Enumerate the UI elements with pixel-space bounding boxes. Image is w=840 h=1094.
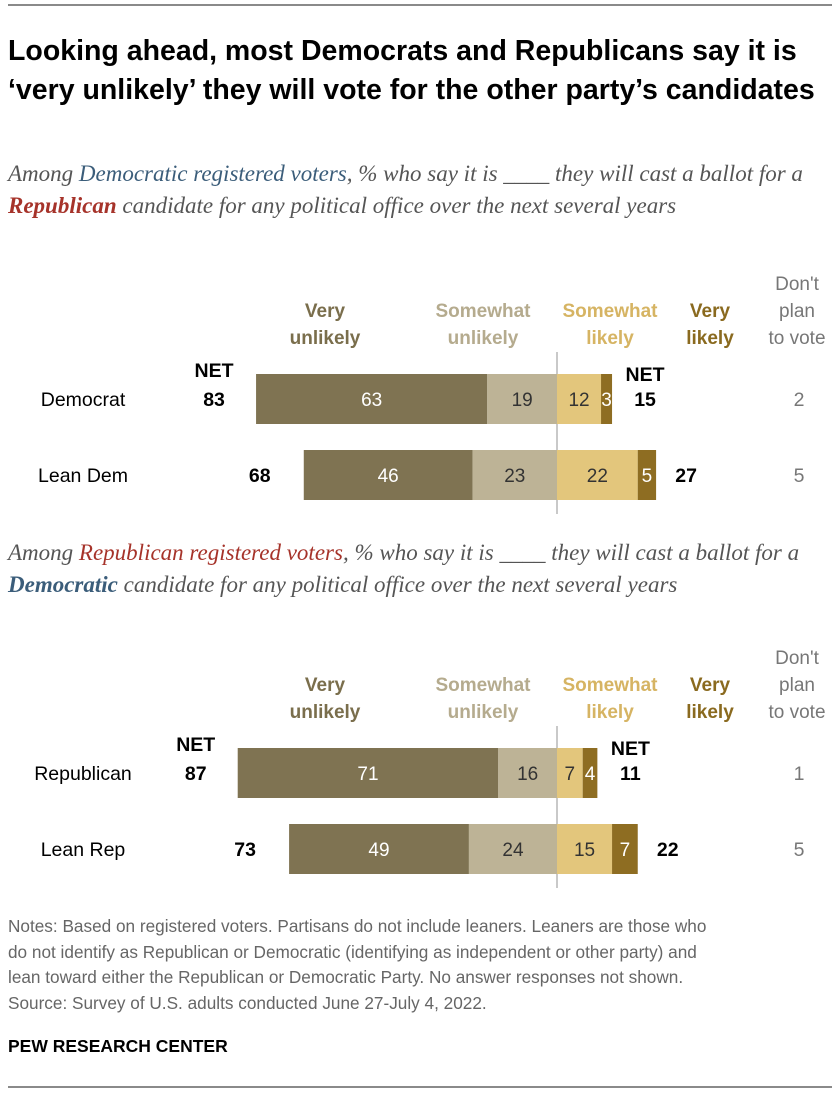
value-somewhat-unlikely: 19 xyxy=(512,390,533,411)
bar-somewhat-unlikely xyxy=(487,374,557,424)
notes-line: do not identify as Republican or Democra… xyxy=(8,941,697,962)
source-org: PEW RESEARCH CENTER xyxy=(8,1036,228,1056)
value-dont-plan: 2 xyxy=(794,389,805,411)
row-label: Lean Rep xyxy=(41,839,126,861)
row-label: Republican xyxy=(34,763,132,785)
bar-somewhat-likely xyxy=(557,374,602,424)
subtitle-dem-party: Republican xyxy=(8,193,117,218)
subtitle-rep-group: Republican registered voters xyxy=(78,540,343,565)
bar-somewhat-unlikely xyxy=(472,450,557,500)
notes: Notes: Based on registered voters. Parti… xyxy=(8,914,836,1016)
legend-very-likely: Very likely xyxy=(686,675,734,723)
subtitle-dem-prefix: Among xyxy=(8,161,79,186)
source-line: Source: Survey of U.S. adults conducted … xyxy=(8,992,487,1013)
subtitle-dem-middle: , % who say it is ____ they will cast a … xyxy=(346,161,803,186)
subtitle-dem-suffix: candidate for any political office over … xyxy=(116,193,677,218)
value-very-unlikely: 46 xyxy=(378,466,399,487)
legend-very-likely: Very likely xyxy=(686,301,734,349)
value-somewhat-likely: 22 xyxy=(587,466,608,487)
legend-dont-plan: Don't plan to vote xyxy=(768,648,825,723)
bar-very-unlikely xyxy=(237,748,499,798)
legend-very-unlikely: Very unlikely xyxy=(290,675,361,723)
net-likely-label: NET xyxy=(626,364,665,386)
value-somewhat-unlikely: 23 xyxy=(504,466,525,487)
value-very-likely: 5 xyxy=(642,466,653,487)
net-likely-value: 22 xyxy=(657,839,679,861)
value-dont-plan: 5 xyxy=(794,465,805,487)
row-label: Democrat xyxy=(41,389,126,411)
bar-very-unlikely xyxy=(303,450,473,500)
legend-somewhat-likely: Somewhat likely xyxy=(562,675,658,723)
value-dont-plan: 1 xyxy=(794,763,805,785)
chart-democrats: Very unlikely Somewhat unlikely Somewhat like… xyxy=(38,274,826,514)
bar-somewhat-unlikely xyxy=(468,824,557,874)
legend-somewhat-unlikely: Somewhat unlikely xyxy=(435,301,531,349)
subtitle-rep: Among Republican registered voters, % wh… xyxy=(8,537,828,601)
value-very-unlikely: 49 xyxy=(368,840,389,861)
bar-very-unlikely xyxy=(289,824,469,874)
net-likely-value: 15 xyxy=(634,389,656,411)
value-somewhat-unlikely: 24 xyxy=(502,840,524,861)
notes-line: lean toward either the Republican or Dem… xyxy=(8,967,684,987)
legend-somewhat-likely: Somewhat likely xyxy=(562,301,658,349)
bar-somewhat-likely xyxy=(557,824,613,874)
net-unlikely-value: 68 xyxy=(249,465,271,487)
value-somewhat-unlikely: 16 xyxy=(517,764,538,785)
bar-very-likely xyxy=(582,748,598,798)
net-unlikely-label: NET xyxy=(195,360,234,382)
subtitle-rep-party: Democratic xyxy=(8,572,118,597)
value-dont-plan: 5 xyxy=(794,839,805,861)
bar-very-likely xyxy=(612,824,638,874)
bar-somewhat-unlikely xyxy=(498,748,557,798)
bar-somewhat-likely xyxy=(557,748,583,798)
net-unlikely-value: 73 xyxy=(234,839,256,861)
bar-somewhat-likely xyxy=(557,450,638,500)
legend-very-unlikely: Very unlikely xyxy=(290,301,361,349)
top-rule xyxy=(8,4,832,6)
subtitle-rep-suffix: candidate for any political office over … xyxy=(117,572,678,597)
subtitle-dem: Among Democratic registered voters, % wh… xyxy=(8,158,828,222)
net-likely-label: NET xyxy=(611,738,650,760)
bar-very-unlikely xyxy=(256,374,488,424)
subtitle-dem-group: Democratic registered voters xyxy=(78,161,347,186)
value-very-likely: 7 xyxy=(620,840,631,861)
net-unlikely-value: 87 xyxy=(185,763,207,785)
net-unlikely-value: 83 xyxy=(203,389,225,411)
bar-very-likely xyxy=(601,374,613,424)
value-somewhat-likely: 12 xyxy=(568,390,589,411)
chart-republicans: Very unlikely Somewhat unlikely Somewhat like… xyxy=(34,648,826,888)
subtitle-rep-middle: , % who say it is ____ they will cast a … xyxy=(342,540,800,565)
legend-dont-plan: Don't plan to vote xyxy=(768,274,825,349)
value-very-likely: 3 xyxy=(601,390,612,411)
row-label: Lean Dem xyxy=(38,465,128,487)
net-likely-value: 11 xyxy=(620,763,641,785)
value-very-unlikely: 63 xyxy=(361,390,382,411)
value-somewhat-likely: 15 xyxy=(574,840,595,861)
subtitle-rep-prefix: Among xyxy=(8,540,79,565)
net-unlikely-label: NET xyxy=(176,734,215,756)
value-very-unlikely: 71 xyxy=(357,764,378,785)
legend-somewhat-unlikely: Somewhat unlikely xyxy=(435,675,531,723)
notes-line: Notes: Based on registered voters. Parti… xyxy=(8,916,707,936)
bar-very-likely xyxy=(637,450,657,500)
value-somewhat-likely: 7 xyxy=(565,764,576,785)
value-very-likely: 4 xyxy=(585,764,596,785)
bottom-rule xyxy=(8,1086,832,1088)
net-likely-value: 27 xyxy=(675,465,697,487)
chart-title: Looking ahead, most Democrats and Republ… xyxy=(8,35,815,106)
